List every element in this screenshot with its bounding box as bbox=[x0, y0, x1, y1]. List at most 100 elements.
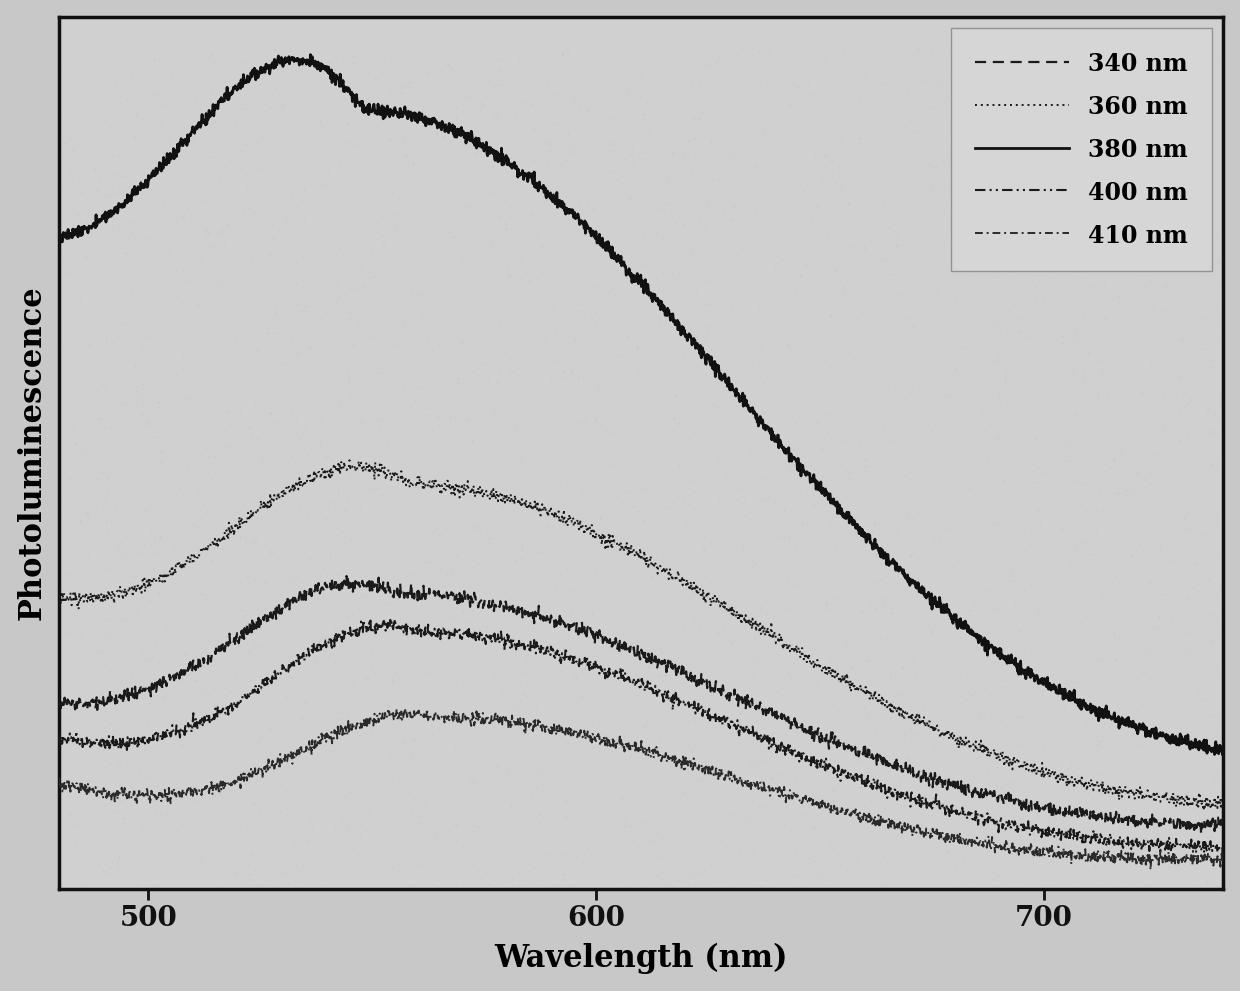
Point bbox=[820, 601, 839, 616]
Point bbox=[578, 264, 598, 279]
Point bbox=[812, 76, 832, 92]
Point bbox=[826, 538, 846, 554]
Point bbox=[1133, 666, 1153, 682]
Point bbox=[567, 766, 587, 782]
Point bbox=[1085, 869, 1105, 885]
Point bbox=[1156, 790, 1176, 806]
Point bbox=[1071, 149, 1091, 165]
Point bbox=[373, 64, 393, 80]
Point bbox=[314, 399, 334, 415]
Point bbox=[231, 160, 250, 175]
Point bbox=[1090, 481, 1110, 496]
Point bbox=[978, 599, 998, 614]
Point bbox=[1105, 287, 1125, 303]
Point bbox=[910, 735, 930, 751]
Point bbox=[547, 670, 567, 686]
Point bbox=[222, 730, 242, 746]
Point bbox=[136, 714, 156, 729]
Point bbox=[295, 149, 315, 165]
Point bbox=[802, 487, 822, 502]
Point bbox=[538, 125, 558, 141]
Point bbox=[79, 506, 99, 522]
Point bbox=[744, 620, 764, 636]
Point bbox=[350, 565, 370, 581]
Point bbox=[71, 807, 91, 823]
Point bbox=[1198, 82, 1218, 98]
Point bbox=[951, 232, 971, 248]
Point bbox=[1131, 831, 1151, 847]
Point bbox=[866, 236, 885, 252]
Point bbox=[862, 524, 882, 540]
Point bbox=[875, 442, 895, 458]
Point bbox=[273, 329, 293, 345]
Point bbox=[983, 827, 1003, 843]
Point bbox=[1126, 819, 1146, 834]
Point bbox=[770, 242, 790, 258]
Point bbox=[1097, 178, 1117, 194]
Point bbox=[151, 690, 171, 706]
Point bbox=[608, 645, 627, 661]
Point bbox=[330, 290, 350, 306]
Point bbox=[125, 747, 145, 763]
Point bbox=[573, 232, 593, 248]
Point bbox=[1198, 708, 1218, 723]
Point bbox=[672, 49, 692, 64]
Point bbox=[55, 236, 74, 252]
Point bbox=[413, 724, 433, 740]
Point bbox=[238, 265, 258, 280]
Point bbox=[1052, 96, 1071, 112]
Point bbox=[733, 405, 753, 421]
Point bbox=[219, 825, 239, 840]
Point bbox=[708, 50, 728, 65]
Point bbox=[260, 311, 280, 327]
Point bbox=[226, 366, 246, 382]
Point bbox=[384, 485, 404, 500]
Point bbox=[637, 123, 657, 139]
Point bbox=[1055, 865, 1075, 881]
Point bbox=[743, 559, 763, 575]
Point bbox=[854, 682, 874, 698]
Point bbox=[621, 540, 641, 556]
Point bbox=[609, 41, 629, 56]
Point bbox=[854, 691, 874, 707]
Point bbox=[403, 219, 423, 235]
Point bbox=[352, 590, 372, 606]
Point bbox=[619, 88, 639, 104]
Point bbox=[454, 875, 474, 891]
Point bbox=[329, 486, 348, 501]
Point bbox=[686, 629, 706, 645]
Point bbox=[1172, 745, 1192, 761]
Point bbox=[207, 632, 227, 648]
Point bbox=[1148, 234, 1168, 250]
Point bbox=[310, 115, 330, 131]
Point bbox=[708, 491, 728, 506]
Point bbox=[311, 227, 331, 243]
Point bbox=[932, 175, 952, 191]
Point bbox=[448, 596, 467, 611]
Point bbox=[873, 596, 893, 611]
Point bbox=[278, 569, 298, 585]
Point bbox=[1182, 817, 1202, 832]
Point bbox=[1130, 278, 1149, 294]
Point bbox=[1104, 584, 1123, 600]
Point bbox=[141, 593, 161, 608]
Point bbox=[347, 331, 367, 347]
Point bbox=[549, 214, 569, 230]
Point bbox=[378, 350, 398, 366]
Point bbox=[737, 452, 756, 468]
Point bbox=[756, 369, 776, 385]
Point bbox=[383, 676, 403, 692]
Point bbox=[742, 588, 761, 604]
Point bbox=[405, 533, 425, 549]
Point bbox=[737, 807, 756, 823]
Point bbox=[698, 488, 718, 503]
Point bbox=[370, 466, 389, 482]
Point bbox=[496, 755, 516, 771]
Point bbox=[972, 270, 992, 285]
Point bbox=[61, 807, 81, 823]
Point bbox=[1014, 643, 1034, 659]
Point bbox=[1118, 151, 1138, 166]
Point bbox=[149, 475, 169, 491]
Point bbox=[802, 429, 822, 445]
Point bbox=[844, 228, 864, 244]
